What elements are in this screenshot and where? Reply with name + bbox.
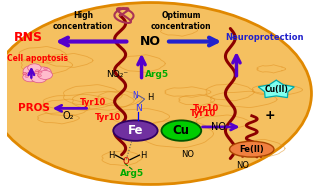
Text: PROS: PROS	[19, 103, 50, 113]
Text: H: H	[140, 151, 146, 160]
Text: Optimum
concentration: Optimum concentration	[151, 11, 212, 31]
Circle shape	[28, 64, 41, 72]
Ellipse shape	[0, 3, 311, 184]
Text: Arg5: Arg5	[145, 70, 169, 79]
Polygon shape	[258, 80, 294, 98]
Text: Tyr10: Tyr10	[190, 109, 216, 118]
Circle shape	[38, 74, 41, 77]
Text: Fe(II): Fe(II)	[239, 145, 264, 154]
Text: NO₂⁻: NO₂⁻	[106, 70, 128, 79]
Text: O₂: O₂	[62, 111, 74, 121]
Text: Fe: Fe	[128, 124, 143, 137]
Text: Cu: Cu	[173, 124, 190, 137]
Text: Cu(II): Cu(II)	[264, 85, 288, 94]
Circle shape	[34, 67, 51, 77]
Text: +: +	[265, 109, 275, 122]
Text: O: O	[123, 157, 130, 166]
Circle shape	[23, 65, 43, 77]
Ellipse shape	[161, 120, 201, 141]
Text: Tyr10: Tyr10	[79, 98, 106, 107]
Ellipse shape	[113, 120, 158, 141]
Circle shape	[31, 73, 47, 83]
Ellipse shape	[230, 141, 274, 157]
Circle shape	[29, 72, 33, 74]
Text: NO: NO	[211, 122, 225, 132]
Text: N: N	[133, 91, 138, 100]
Circle shape	[38, 70, 52, 79]
Circle shape	[23, 73, 38, 82]
Text: H: H	[148, 93, 154, 102]
Circle shape	[23, 72, 26, 75]
Text: NO: NO	[236, 161, 249, 170]
Circle shape	[38, 71, 42, 73]
Circle shape	[44, 68, 47, 70]
Text: Neuroprotection: Neuroprotection	[225, 33, 303, 42]
Text: Tyr10: Tyr10	[95, 113, 121, 122]
Text: High
concentration: High concentration	[53, 11, 114, 31]
Text: Arg5: Arg5	[120, 169, 144, 178]
Text: RNS: RNS	[14, 31, 43, 44]
Text: NO: NO	[140, 35, 161, 48]
Circle shape	[25, 75, 29, 77]
Text: H: H	[108, 151, 114, 160]
Text: N: N	[135, 104, 142, 113]
Circle shape	[23, 73, 27, 75]
Text: NO: NO	[181, 150, 194, 159]
Circle shape	[35, 70, 39, 72]
Text: Cell apoptosis: Cell apoptosis	[7, 54, 68, 63]
Text: Tyr10: Tyr10	[193, 104, 219, 113]
